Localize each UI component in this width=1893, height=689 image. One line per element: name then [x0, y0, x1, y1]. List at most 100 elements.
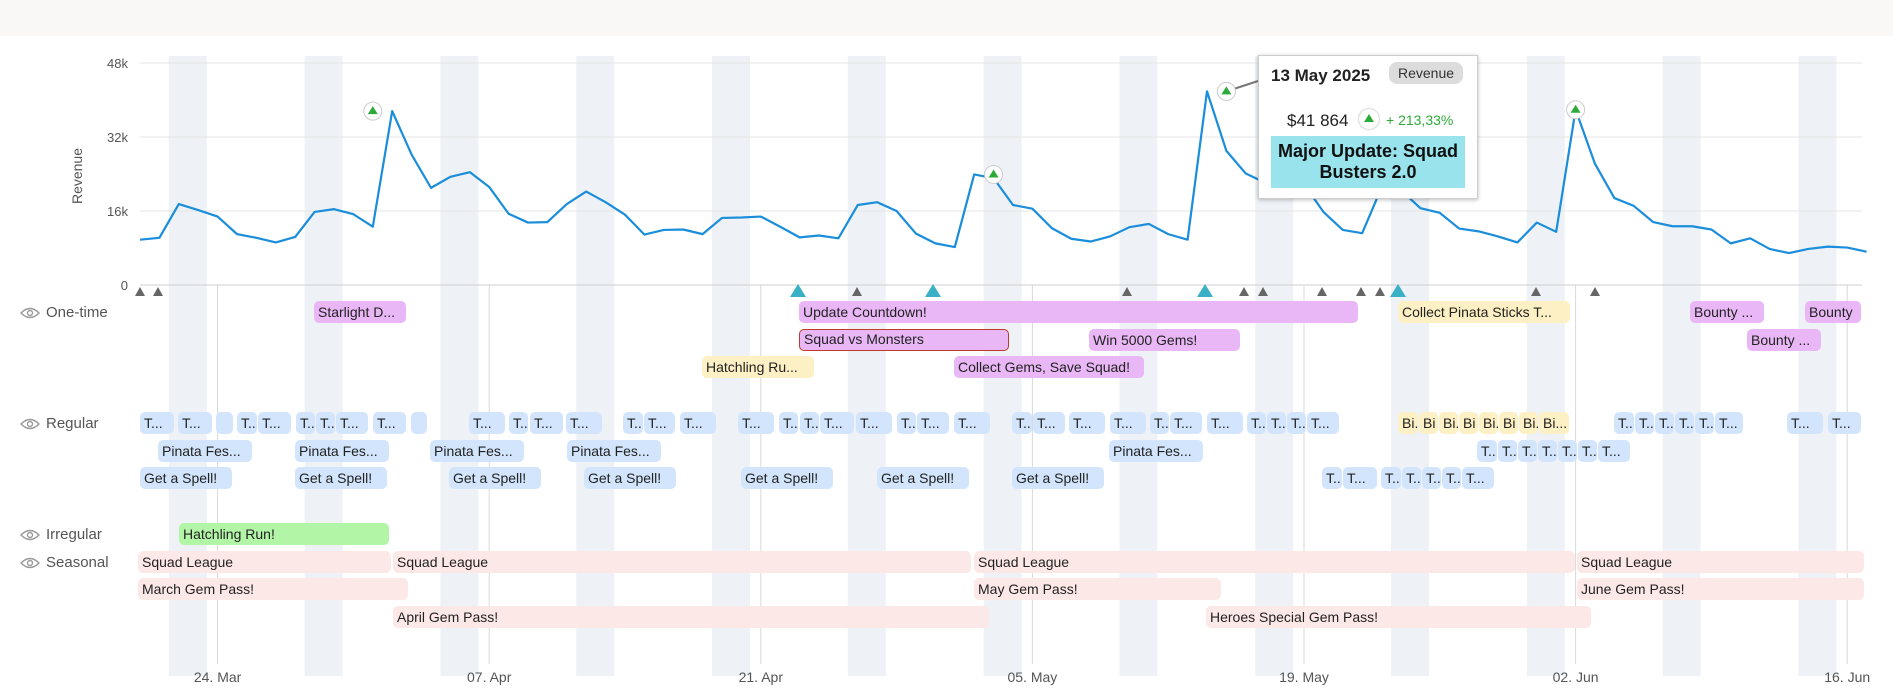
eye-icon[interactable] [20, 307, 40, 319]
event-regular[interactable]: Pinata Fes... [567, 440, 661, 462]
event-regular[interactable]: T... [296, 412, 315, 434]
event-regular[interactable]: T... [1381, 467, 1401, 489]
event-regular[interactable]: T... [1462, 467, 1494, 489]
event-regular[interactable]: T... [1655, 412, 1674, 434]
event-regular[interactable]: T... [1422, 467, 1441, 489]
event-regular[interactable]: T... [1307, 412, 1339, 434]
event-onetime[interactable]: Squad vs Monsters [799, 329, 1009, 351]
event-regular[interactable]: T... [1247, 412, 1266, 434]
event-onetime[interactable]: Bounty ... [1747, 329, 1821, 351]
event-regular[interactable]: T... [1012, 412, 1032, 434]
event-regular[interactable]: T... [856, 412, 892, 434]
event-onetime[interactable]: Bounty ... [1690, 301, 1764, 323]
event-regular[interactable]: Get a Spell! [877, 467, 969, 489]
event-regular[interactable]: T... [237, 412, 257, 434]
event-regular[interactable]: T... [800, 412, 819, 434]
lane-onetime[interactable]: One-time [20, 304, 108, 321]
event-regular[interactable]: T... [1538, 440, 1557, 462]
event-regular[interactable]: T... [530, 412, 563, 434]
event-regular[interactable]: T... [258, 412, 291, 434]
event-seasonal[interactable]: Squad League [393, 551, 971, 573]
event-seasonal[interactable]: June Gem Pass! [1577, 578, 1864, 600]
event-regular[interactable]: T... [680, 412, 716, 434]
event-seasonal[interactable]: May Gem Pass! [974, 578, 1221, 600]
event-regular[interactable]: T... [1477, 440, 1497, 462]
event-regular[interactable]: T... [336, 412, 368, 434]
event-regular[interactable]: Get a Spell! [449, 467, 541, 489]
event-regular[interactable]: T... [954, 412, 990, 434]
event-regular[interactable]: T... [469, 412, 505, 434]
event-onetime[interactable]: Collect Gems, Save Squad! [954, 356, 1144, 378]
event-regular[interactable]: T... [316, 412, 335, 434]
lane-seasonal[interactable]: Seasonal [20, 554, 109, 571]
event-regular[interactable]: Pinata Fes... [430, 440, 524, 462]
event-regular[interactable]: Get a Spell! [140, 467, 232, 489]
event-seasonal[interactable]: April Gem Pass! [393, 606, 989, 628]
event-regular[interactable]: T... [820, 412, 854, 434]
event-seasonal[interactable]: Squad League [974, 551, 1575, 573]
eye-icon[interactable] [20, 418, 40, 430]
event-onetime[interactable]: Update Countdown! [799, 301, 1358, 323]
eye-icon[interactable] [20, 557, 40, 569]
event-seasonal[interactable]: Squad League [1577, 551, 1864, 573]
event-regular[interactable]: Bi. [1479, 412, 1498, 434]
event-regular[interactable]: T... [1207, 412, 1243, 434]
event-onetime[interactable]: Starlight D... [314, 301, 406, 323]
event-regular[interactable]: Bi. [1519, 412, 1538, 434]
event-regular[interactable]: T... [1110, 412, 1146, 434]
event-onetime[interactable]: Bounty [1805, 301, 1861, 323]
event-regular[interactable]: Get a Spell! [741, 467, 833, 489]
event-regular[interactable]: T... [1402, 467, 1421, 489]
event-regular[interactable]: T... [509, 412, 528, 434]
event-regular[interactable]: T... [1267, 412, 1286, 434]
event-regular[interactable]: T... [1033, 412, 1065, 434]
event-regular[interactable]: T... [1787, 412, 1823, 434]
event-regular[interactable]: Bi. [1439, 412, 1458, 434]
event-regular[interactable] [411, 412, 427, 434]
event-regular[interactable]: T... [1287, 412, 1306, 434]
event-regular[interactable]: T... [1598, 440, 1630, 462]
event-regular[interactable]: Pinata Fes... [158, 440, 252, 462]
event-regular[interactable]: Bi [1419, 412, 1438, 434]
eye-icon[interactable] [20, 529, 40, 541]
event-regular[interactable]: T... [1675, 412, 1694, 434]
event-regular[interactable]: T... [779, 412, 798, 434]
event-regular[interactable]: T... [1614, 412, 1634, 434]
event-regular[interactable]: T... [1715, 412, 1743, 434]
event-regular[interactable]: T... [1695, 412, 1714, 434]
event-regular[interactable]: T... [1150, 412, 1169, 434]
event-regular[interactable]: T... [1558, 440, 1577, 462]
event-regular[interactable]: T... [1498, 440, 1517, 462]
event-seasonal[interactable]: March Gem Pass! [138, 578, 408, 600]
lane-regular[interactable]: Regular [20, 415, 99, 432]
event-regular[interactable]: T... [1518, 440, 1537, 462]
event-onetime[interactable]: Collect Pinata Sticks T... [1398, 301, 1570, 323]
event-seasonal[interactable]: Heroes Special Gem Pass! [1206, 606, 1591, 628]
event-regular[interactable]: Get a Spell! [295, 467, 387, 489]
event-regular[interactable]: T... [917, 412, 949, 434]
event-regular[interactable]: Bi [1499, 412, 1518, 434]
event-regular[interactable]: Get a Spell! [584, 467, 676, 489]
event-regular[interactable]: T... [178, 412, 212, 434]
event-regular[interactable]: T... [1170, 412, 1202, 434]
event-regular[interactable]: T... [1343, 467, 1377, 489]
event-onetime[interactable]: Win 5000 Gems! [1089, 329, 1240, 351]
event-regular[interactable]: T... [1578, 440, 1597, 462]
event-seasonal[interactable]: Squad League [138, 551, 391, 573]
event-regular[interactable]: Pinata Fes... [295, 440, 389, 462]
event-regular[interactable] [216, 412, 233, 434]
event-regular[interactable]: T... [566, 412, 602, 434]
event-irregular[interactable]: Hatchling Run! [179, 523, 389, 545]
event-regular[interactable]: T... [1322, 467, 1342, 489]
event-regular[interactable]: Pinata Fes... [1109, 440, 1203, 462]
event-regular[interactable]: T... [644, 412, 675, 434]
lane-irregular[interactable]: Irregular [20, 526, 102, 543]
event-regular[interactable]: T... [623, 412, 643, 434]
event-regular[interactable]: T... [140, 412, 174, 434]
event-regular[interactable]: Bi... [1539, 412, 1569, 434]
event-regular[interactable]: T... [897, 412, 916, 434]
event-regular[interactable]: T... [1442, 467, 1461, 489]
event-regular[interactable]: Bi [1459, 412, 1478, 434]
event-regular[interactable]: T... [1069, 412, 1105, 434]
event-regular[interactable]: Bi. [1398, 412, 1418, 434]
